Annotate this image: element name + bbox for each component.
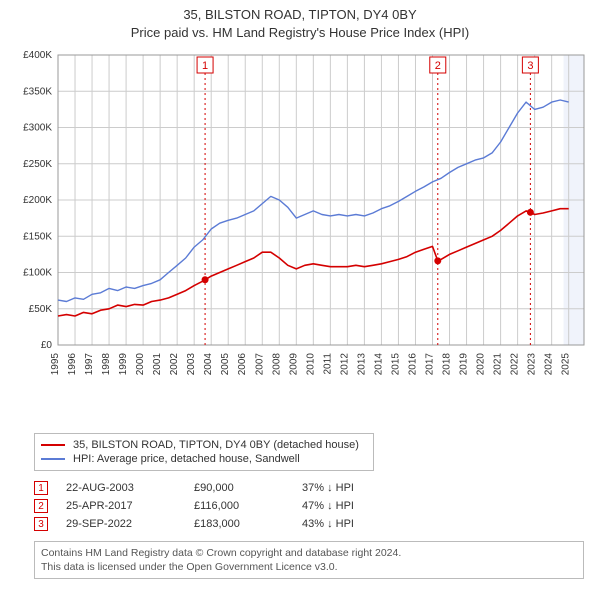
svg-text:2004: 2004: [203, 353, 214, 376]
legend: 35, BILSTON ROAD, TIPTON, DY4 0BY (detac…: [34, 433, 374, 471]
legend-label-hpi: HPI: Average price, detached house, Sand…: [73, 453, 300, 465]
svg-text:£350K: £350K: [23, 86, 52, 97]
svg-text:£400K: £400K: [23, 50, 52, 61]
event-diff-1: 37% ↓ HPI: [302, 482, 402, 494]
svg-text:2014: 2014: [373, 353, 384, 376]
svg-text:2024: 2024: [544, 353, 555, 376]
svg-text:£0: £0: [41, 340, 53, 351]
svg-text:2005: 2005: [220, 353, 231, 376]
svg-text:2000: 2000: [135, 353, 146, 376]
legend-item-hpi: HPI: Average price, detached house, Sand…: [41, 452, 367, 466]
svg-text:2016: 2016: [407, 353, 418, 376]
svg-text:2018: 2018: [442, 353, 453, 376]
svg-text:2017: 2017: [424, 353, 435, 376]
svg-text:2009: 2009: [288, 353, 299, 376]
svg-text:2007: 2007: [254, 353, 265, 376]
attribution-box: Contains HM Land Registry data © Crown c…: [34, 541, 584, 579]
event-badge-2: 2: [34, 499, 48, 513]
svg-text:£150K: £150K: [23, 231, 52, 242]
svg-text:2021: 2021: [493, 353, 504, 376]
svg-text:2006: 2006: [237, 353, 248, 376]
svg-text:£50K: £50K: [29, 304, 53, 315]
event-diff-2: 47% ↓ HPI: [302, 500, 402, 512]
svg-text:1: 1: [202, 60, 208, 72]
svg-text:2011: 2011: [322, 353, 333, 375]
svg-text:2010: 2010: [305, 353, 316, 376]
event-date-2: 25-APR-2017: [66, 500, 176, 512]
event-row-1: 1 22-AUG-2003 £90,000 37% ↓ HPI: [34, 479, 584, 497]
svg-text:2022: 2022: [510, 353, 521, 376]
svg-text:£200K: £200K: [23, 195, 52, 206]
attribution-line-2: This data is licensed under the Open Gov…: [41, 560, 577, 574]
legend-swatch-hpi: [41, 458, 65, 460]
chart-title: 35, BILSTON ROAD, TIPTON, DY4 0BY Price …: [8, 6, 592, 41]
svg-text:2008: 2008: [271, 353, 282, 376]
event-row-3: 3 29-SEP-2022 £183,000 43% ↓ HPI: [34, 515, 584, 533]
figure-container: 35, BILSTON ROAD, TIPTON, DY4 0BY Price …: [0, 0, 600, 587]
svg-text:2019: 2019: [459, 353, 470, 376]
chart-area: £0 £50K £100K £150K £200K £250K £300K £350K £400…: [8, 45, 592, 425]
svg-text:2012: 2012: [339, 353, 350, 376]
svg-text:£100K: £100K: [23, 268, 52, 279]
svg-text:2002: 2002: [169, 353, 180, 376]
event-date-3: 29-SEP-2022: [66, 518, 176, 530]
svg-text:2013: 2013: [356, 353, 367, 376]
event-date-1: 22-AUG-2003: [66, 482, 176, 494]
svg-text:£300K: £300K: [23, 123, 52, 134]
svg-text:1999: 1999: [118, 353, 129, 376]
svg-text:2003: 2003: [186, 353, 197, 376]
svg-text:2001: 2001: [152, 353, 163, 376]
event-badge-1: 1: [34, 481, 48, 495]
event-price-2: £116,000: [194, 500, 284, 512]
svg-text:2015: 2015: [390, 353, 401, 376]
attribution-line-1: Contains HM Land Registry data © Crown c…: [41, 546, 577, 560]
event-row-2: 2 25-APR-2017 £116,000 47% ↓ HPI: [34, 497, 584, 515]
chart-svg: £0 £50K £100K £150K £200K £250K £300K £350K £400…: [8, 45, 592, 425]
svg-text:2025: 2025: [561, 353, 572, 376]
svg-text:£250K: £250K: [23, 159, 52, 170]
legend-label-price-paid: 35, BILSTON ROAD, TIPTON, DY4 0BY (detac…: [73, 439, 359, 451]
title-line-1: 35, BILSTON ROAD, TIPTON, DY4 0BY: [8, 6, 592, 24]
event-diff-3: 43% ↓ HPI: [302, 518, 402, 530]
svg-text:3: 3: [527, 60, 533, 72]
svg-text:2: 2: [435, 60, 441, 72]
svg-text:1995: 1995: [50, 353, 61, 376]
event-table: 1 22-AUG-2003 £90,000 37% ↓ HPI 2 25-APR…: [34, 479, 584, 533]
svg-text:2023: 2023: [527, 353, 538, 376]
title-line-2: Price paid vs. HM Land Registry's House …: [8, 24, 592, 42]
event-badge-3: 3: [34, 517, 48, 531]
legend-swatch-price-paid: [41, 444, 65, 446]
event-price-3: £183,000: [194, 518, 284, 530]
svg-text:2020: 2020: [476, 353, 487, 376]
svg-text:1998: 1998: [101, 353, 112, 376]
svg-text:1996: 1996: [67, 353, 78, 376]
svg-text:1997: 1997: [84, 353, 95, 376]
legend-item-price-paid: 35, BILSTON ROAD, TIPTON, DY4 0BY (detac…: [41, 438, 367, 452]
event-price-1: £90,000: [194, 482, 284, 494]
